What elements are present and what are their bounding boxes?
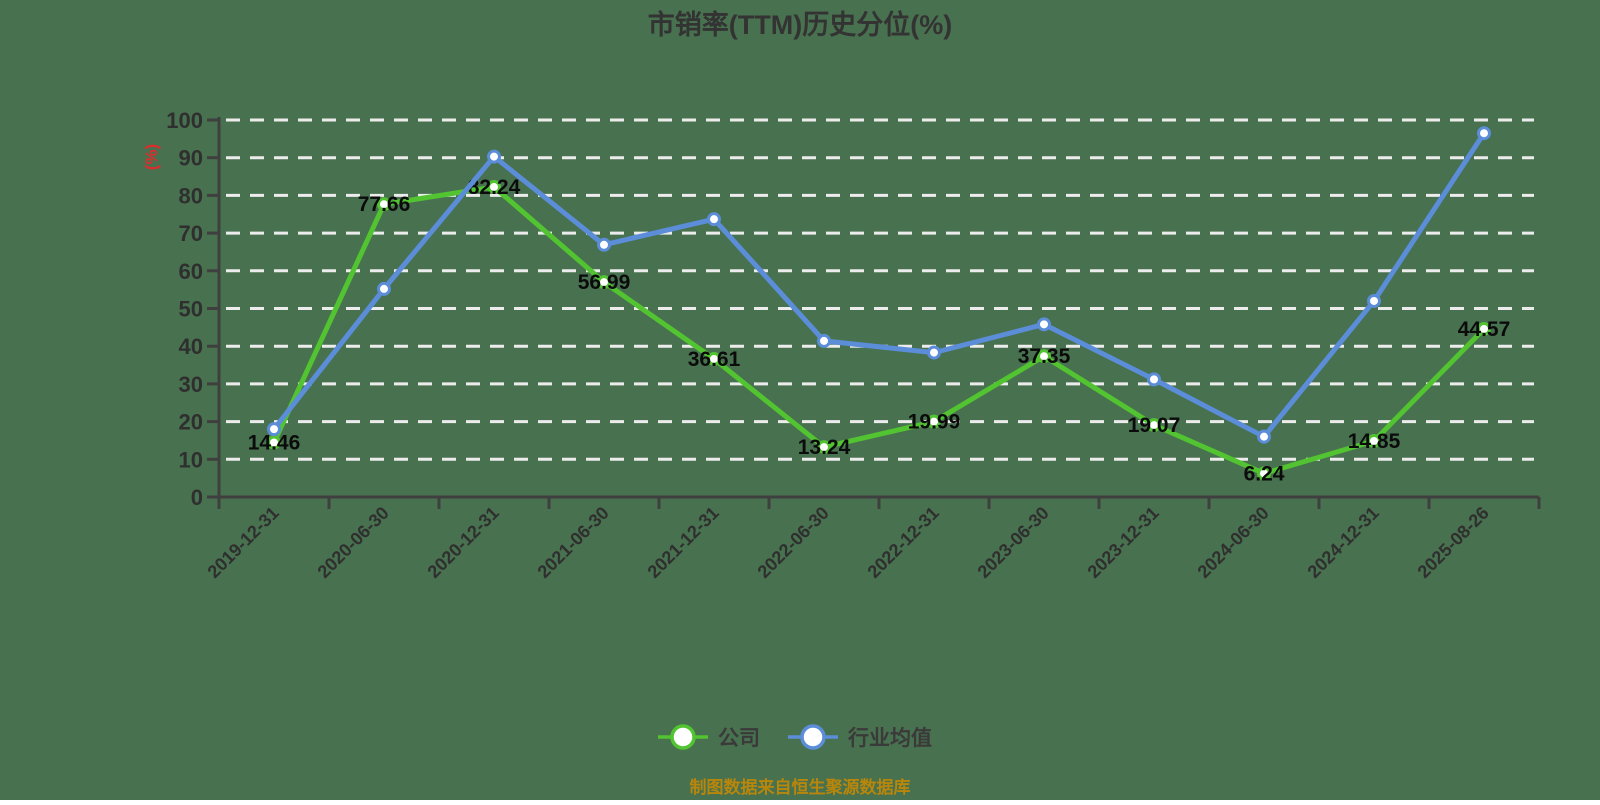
legend-marker-icon (800, 724, 826, 750)
data-point-marker (1367, 434, 1381, 449)
legend-label: 行业均值 (847, 726, 932, 750)
legend: 公司 行业均值 (658, 724, 932, 750)
y-axis-tick-label: 90 (179, 146, 203, 171)
axes (207, 117, 1541, 509)
data-point-marker (377, 281, 391, 296)
y-axis-tick-label: 70 (179, 221, 203, 246)
data-point-marker (1367, 293, 1381, 308)
data-point-marker (927, 345, 941, 360)
data-point-marker (267, 435, 281, 450)
y-axis-tick-label: 50 (179, 297, 203, 322)
legend-marker-icon (670, 724, 696, 750)
y-axis-tick-label: 20 (179, 410, 203, 435)
data-point-label: 19.07 (1128, 414, 1181, 437)
data-point-marker (1037, 317, 1051, 332)
y-axis-tick-label: 30 (179, 372, 203, 397)
data-point-marker (487, 179, 501, 194)
data-point-label: 82.24 (468, 176, 521, 199)
data-point-marker (1147, 418, 1161, 433)
y-axis-tick-label: 60 (179, 259, 203, 284)
data-point-marker (1477, 321, 1491, 336)
data-point-marker (597, 237, 611, 252)
series-line-公司 (271, 184, 1487, 476)
legend-item-行业均值[interactable]: 行业均值 (788, 724, 932, 750)
data-point-marker (817, 440, 831, 455)
data-point-label: 14.46 (248, 431, 301, 454)
data-point-label: 6.24 (1244, 462, 1285, 485)
y-axis-tick-label: 100 (166, 108, 203, 133)
data-point-marker (1477, 126, 1491, 141)
data-point-label: 19.99 (908, 411, 961, 434)
data-series: 14.46 77.66 82.24 56.99 36.61 13.24 19.99 37.35… (248, 126, 1511, 486)
data-point-marker (597, 275, 611, 290)
legend-item-公司[interactable]: 公司 (658, 724, 760, 750)
data-point-label: 44.57 (1458, 318, 1511, 341)
data-point-marker (1257, 429, 1271, 444)
data-point-marker (817, 333, 831, 348)
data-point-label: 36.61 (688, 348, 741, 371)
data-point-label: 37.35 (1018, 345, 1071, 368)
data-point-marker (707, 351, 721, 366)
chart-title: 市销率(TTM)历史分位(%) (648, 9, 952, 40)
data-point-marker (377, 197, 391, 212)
data-point-label: 13.24 (798, 436, 851, 459)
series-line-行业均值 (271, 130, 1487, 440)
y-axis-unit-label: (%) (142, 144, 161, 170)
y-axis-tick-label: 40 (179, 334, 203, 359)
series-industry (267, 126, 1491, 444)
data-point-marker (1147, 372, 1161, 387)
y-axis-tick-label: 10 (179, 447, 203, 472)
data-point-marker (1037, 349, 1051, 364)
data-point-marker (927, 414, 941, 429)
legend-label: 公司 (718, 727, 760, 750)
data-point-label: 77.66 (358, 193, 411, 216)
data-point-marker (1257, 466, 1271, 481)
footer-credit: 制图数据来自恒生聚源数据库 (690, 777, 911, 797)
data-point-label: 14.85 (1348, 430, 1401, 453)
series-company: 14.46 77.66 82.24 56.99 36.61 13.24 19.99 37.35… (248, 176, 1511, 486)
y-axis-tick-labels: 0 10 20 30 40 50 60 70 80 90 100 (166, 108, 203, 510)
y-axis-tick-label: 0 (191, 485, 203, 510)
y-axis-tick-label: 80 (179, 183, 203, 208)
data-point-label: 56.99 (578, 271, 631, 294)
data-point-marker (267, 422, 281, 437)
data-point-marker (487, 149, 501, 164)
data-point-marker (707, 212, 721, 227)
